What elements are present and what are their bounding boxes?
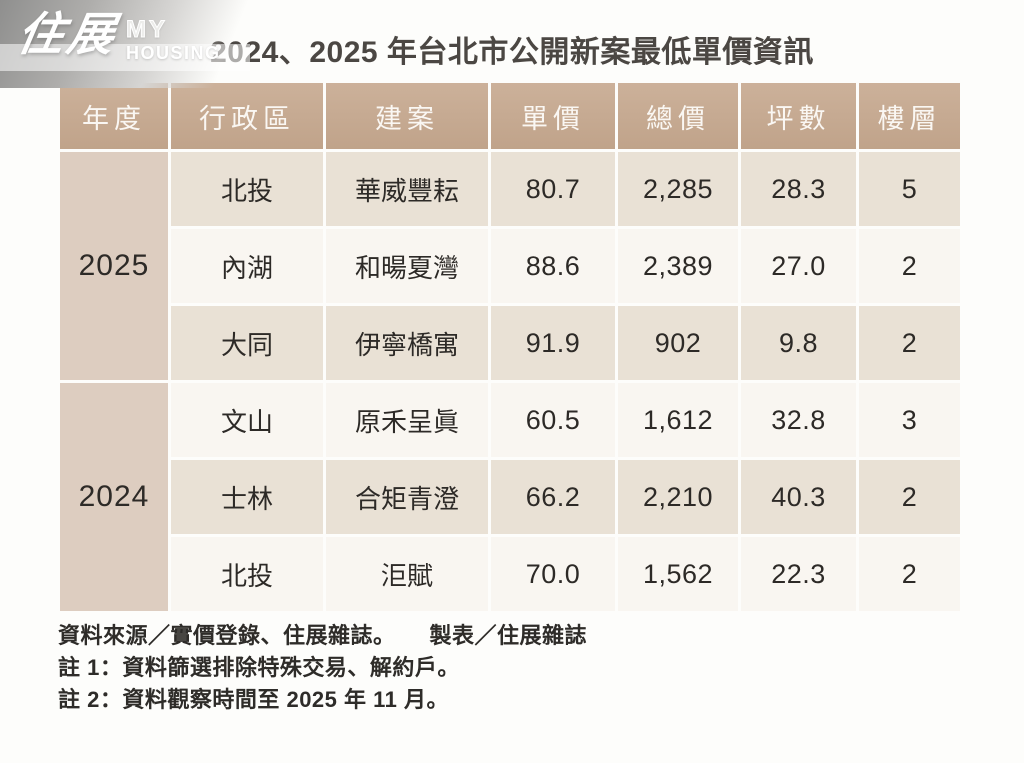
floor-cell: 3: [859, 383, 960, 457]
table-row: 內湖 和暘夏灣 88.6 2,389 27.0 2: [60, 229, 960, 303]
district-cell: 大同: [171, 306, 323, 380]
district-cell: 北投: [171, 537, 323, 611]
col-header-floor: 樓層: [859, 83, 960, 149]
floor-cell: 2: [859, 460, 960, 534]
logo-inner: 住展 MY HOUSING: [13, 7, 221, 64]
floor-cell: 2: [859, 537, 960, 611]
project-cell: 洰賦: [326, 537, 488, 611]
my-housing-logo: 住展 MY HOUSING: [0, 0, 268, 88]
project-cell: 和暘夏灣: [326, 229, 488, 303]
logo-my-text: MY: [126, 16, 168, 43]
footer-notes: 資料來源／實價登錄、住展雜誌。 製表／住展雜誌 註 1：資料篩選排除特殊交易、解…: [58, 620, 587, 716]
logo-en-wordmark: MY HOUSING: [126, 16, 221, 64]
total-price-cell: 1,562: [618, 537, 738, 611]
floor-cell: 2: [859, 229, 960, 303]
unit-price-cell: 80.7: [491, 152, 615, 226]
source-line: 資料來源／實價登錄、住展雜誌。 製表／住展雜誌: [58, 623, 588, 648]
col-header-year: 年度: [60, 83, 168, 149]
note-2: 註 2：資料觀察時間至 2025 年 11 月。: [58, 687, 449, 712]
ping-cell: 28.3: [741, 152, 856, 226]
col-header-ping: 坪數: [741, 83, 856, 149]
floor-cell: 2: [859, 306, 960, 380]
total-price-cell: 2,210: [618, 460, 738, 534]
project-cell: 伊寧橋寓: [326, 306, 488, 380]
table-row: 2024 文山 原禾呈眞 60.5 1,612 32.8 3: [60, 383, 960, 611]
project-cell: 華威豐耘: [326, 152, 488, 226]
unit-price-cell: 91.9: [491, 306, 615, 380]
note-1: 註 1：資料篩選排除特殊交易、解約戶。: [58, 655, 460, 680]
col-header-project: 建案: [326, 83, 488, 149]
unit-price-cell: 60.5: [491, 383, 615, 457]
ping-cell: 32.8: [741, 383, 856, 457]
total-price-cell: 2,285: [618, 152, 738, 226]
district-cell: 士林: [171, 460, 323, 534]
col-header-district: 行政區: [171, 83, 323, 149]
col-header-total-price: 總價: [618, 83, 738, 149]
table-row: 北投 洰賦 70.0 1,562 22.3 2: [60, 537, 960, 611]
year-cell-2024: 2024: [60, 383, 168, 611]
project-cell: 合矩青澄: [326, 460, 488, 534]
table-row: 士林 合矩青澄 66.2 2,210 40.3 2: [60, 460, 960, 534]
page-title: 2024、2025 年台北市公開新案最低單價資訊: [210, 36, 814, 69]
table-row: 大同 伊寧橋寓 91.9 902 9.8 2: [60, 306, 960, 380]
logo-housing-text: HOUSING: [126, 43, 221, 63]
total-price-cell: 1,612: [618, 383, 738, 457]
unit-price-cell: 88.6: [491, 229, 615, 303]
ping-cell: 9.8: [741, 306, 856, 380]
year-cell-2025: 2025: [60, 152, 168, 380]
district-cell: 內湖: [171, 229, 323, 303]
project-cell: 原禾呈眞: [326, 383, 488, 457]
floor-cell: 5: [859, 152, 960, 226]
ping-cell: 22.3: [741, 537, 856, 611]
table-header-row: 年度 行政區 建案 單價 總價 坪數 樓層: [60, 83, 960, 149]
logo-cjk-wordmark: 住展: [13, 7, 123, 61]
col-header-unit-price: 單價: [491, 83, 615, 149]
ping-cell: 40.3: [741, 460, 856, 534]
unit-price-cell: 70.0: [491, 537, 615, 611]
total-price-cell: 902: [618, 306, 738, 380]
table-row: 2025 北投 華威豐耘 80.7 2,285 28.3 5: [60, 152, 960, 380]
ping-cell: 27.0: [741, 229, 856, 303]
min-price-table: 年度 行政區 建案 單價 總價 坪數 樓層 2025 北投 華威豐耘 80.7 …: [57, 80, 963, 614]
unit-price-cell: 66.2: [491, 460, 615, 534]
total-price-cell: 2,389: [618, 229, 738, 303]
district-cell: 北投: [171, 152, 323, 226]
district-cell: 文山: [171, 383, 323, 457]
